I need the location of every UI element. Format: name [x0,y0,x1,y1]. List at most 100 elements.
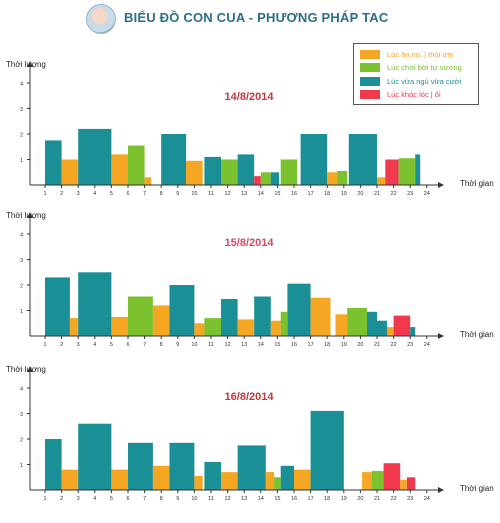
x-tick-label: 8 [160,496,163,502]
bar [377,177,386,185]
x-tick-label: 24 [424,342,430,348]
bar [45,439,62,490]
bar [398,158,416,185]
bar [367,311,377,336]
x-tick-label: 20 [357,496,363,502]
legend-swatch [360,49,380,59]
bar [310,297,331,337]
baby-avatar [86,4,116,34]
x-axis-label: Thời gian [460,179,494,188]
x-tick-label: 10 [191,191,197,197]
x-tick-label: 14 [258,496,264,502]
x-tick-label: 14 [258,342,264,348]
x-tick-label: 9 [176,191,179,197]
bar [327,172,338,186]
x-tick-label: 13 [241,191,247,197]
bar [310,410,344,490]
x-tick-label: 20 [357,342,363,348]
bar [78,128,112,185]
page-title: BIỂU ĐỒ CON CUA - PHƯƠNG PHÁP TAC [124,10,389,25]
chart-title: 16/8/2014 [225,391,275,403]
x-tick-label: 10 [191,342,197,348]
x-tick-label: 24 [424,496,430,502]
bar [280,311,288,336]
x-tick-label: 1 [43,496,46,502]
legend-item: Lúc vừa ngủ vừa cười [360,75,461,87]
bar [61,469,79,490]
bar [393,315,411,336]
legend-label: Lúc khóc lóc | ôi [387,90,441,99]
bar [237,154,255,185]
x-tick-label: 15 [274,191,280,197]
x-tick-label: 4 [93,191,96,197]
x-axis-label: Thời gian [460,330,494,339]
x-tick-label: 5 [110,496,113,502]
bar [186,160,203,185]
bar [152,305,170,336]
x-tick-label: 1 [43,342,46,348]
x-tick-label: 16 [291,496,297,502]
bar [347,307,367,336]
legend-label: Lúc ăn no, | thỏi ưm [387,49,454,59]
bar [128,296,153,336]
y-tick-label: 4 [20,82,23,88]
bar [194,476,203,490]
x-tick-label: 17 [308,191,314,197]
x-tick-label: 23 [407,191,413,197]
x-tick-label: 7 [143,496,146,502]
x-tick-label: 21 [374,342,380,348]
x-tick-label: 18 [324,191,330,197]
bar [280,465,294,490]
x-tick-label: 23 [407,496,413,502]
x-tick-label: 22 [391,342,397,348]
bar [335,314,348,336]
x-tick-label: 3 [77,342,80,348]
bar [415,154,421,185]
y-tick-label: 2 [20,284,23,290]
x-tick-label: 13 [241,496,247,502]
bar [128,442,153,490]
x-tick-label: 11 [208,191,214,197]
y-tick-label: 1 [20,158,23,164]
x-tick-label: 15 [274,342,280,348]
header: BIỂU ĐỒ CON CUA - PHƯƠNG PHÁP TAC [0,0,500,40]
bar [383,463,401,490]
x-tick-label: 6 [126,342,129,348]
bar [194,323,205,337]
x-tick-label: 12 [225,496,231,502]
bar [204,318,221,336]
bar [221,299,238,336]
bar [377,320,387,336]
bar [270,320,281,336]
bar [204,461,221,490]
bar [387,327,394,336]
y-axis-arrow [27,212,33,218]
legend-item: Lúc ăn no, | thỏi ưm [360,48,454,60]
bar [385,159,399,185]
x-tick-label: 20 [357,191,363,197]
x-tick-label: 19 [341,342,347,348]
y-axis-label: Thời lượng [6,365,46,374]
x-tick-label: 2 [60,496,63,502]
bar [69,318,79,336]
bar [144,177,152,185]
bar [45,140,62,185]
y-tick-label: 2 [20,438,23,444]
x-tick-label: 17 [308,342,314,348]
bar [169,285,195,336]
x-tick-label: 9 [176,342,179,348]
x-tick-label: 22 [391,191,397,197]
x-tick-label: 16 [291,191,297,197]
x-tick-label: 6 [126,191,129,197]
x-axis-arrow [438,182,444,188]
x-tick-label: 9 [176,496,179,502]
bar [265,472,275,490]
bar [128,145,145,185]
bar [274,477,281,491]
x-tick-label: 17 [308,496,314,502]
x-tick-label: 21 [374,191,380,197]
y-tick-label: 4 [20,387,23,393]
